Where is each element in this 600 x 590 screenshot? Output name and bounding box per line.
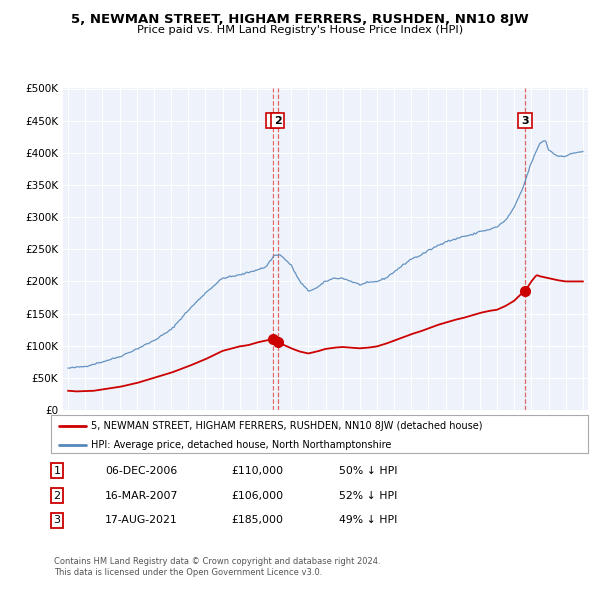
Text: 3: 3 [53, 516, 61, 525]
Text: £110,000: £110,000 [231, 466, 283, 476]
Text: 49% ↓ HPI: 49% ↓ HPI [339, 516, 397, 525]
Text: This data is licensed under the Open Government Licence v3.0.: This data is licensed under the Open Gov… [54, 568, 322, 577]
Text: HPI: Average price, detached house, North Northamptonshire: HPI: Average price, detached house, Nort… [91, 440, 392, 450]
Text: £106,000: £106,000 [231, 491, 283, 500]
Text: 17-AUG-2021: 17-AUG-2021 [105, 516, 178, 525]
Text: 06-DEC-2006: 06-DEC-2006 [105, 466, 177, 476]
Text: 2: 2 [53, 491, 61, 500]
Text: 52% ↓ HPI: 52% ↓ HPI [339, 491, 397, 500]
Text: Contains HM Land Registry data © Crown copyright and database right 2024.: Contains HM Land Registry data © Crown c… [54, 558, 380, 566]
Text: 5, NEWMAN STREET, HIGHAM FERRERS, RUSHDEN, NN10 8JW (detached house): 5, NEWMAN STREET, HIGHAM FERRERS, RUSHDE… [91, 421, 483, 431]
Text: 3: 3 [521, 116, 529, 126]
Text: 1: 1 [53, 466, 61, 476]
Text: 50% ↓ HPI: 50% ↓ HPI [339, 466, 397, 476]
Text: 16-MAR-2007: 16-MAR-2007 [105, 491, 178, 500]
Text: Price paid vs. HM Land Registry's House Price Index (HPI): Price paid vs. HM Land Registry's House … [137, 25, 463, 35]
Text: £185,000: £185,000 [231, 516, 283, 525]
Text: 1: 1 [269, 116, 277, 126]
Text: 2: 2 [274, 116, 281, 126]
Text: 5, NEWMAN STREET, HIGHAM FERRERS, RUSHDEN, NN10 8JW: 5, NEWMAN STREET, HIGHAM FERRERS, RUSHDE… [71, 13, 529, 26]
